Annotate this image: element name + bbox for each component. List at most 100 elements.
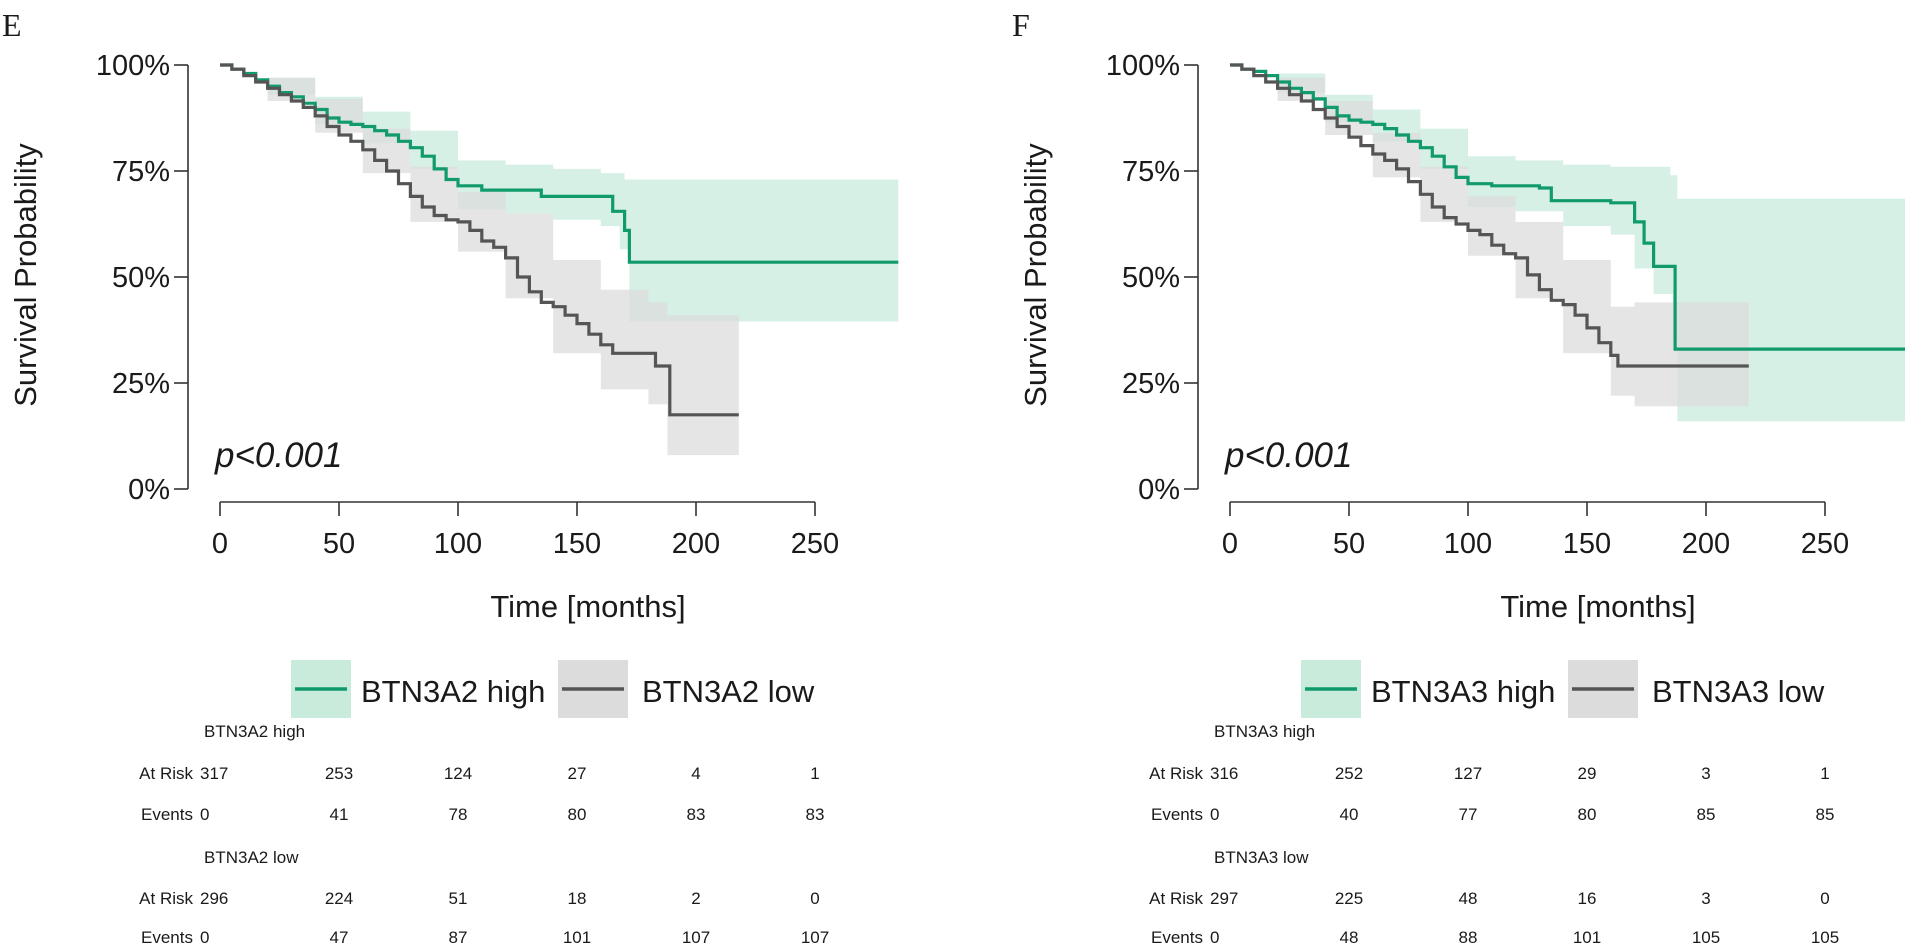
x-tick-label: 250 <box>1801 528 1849 560</box>
y-tick-label: 0% <box>128 474 170 506</box>
risk-cell: 101 <box>563 928 591 947</box>
risk-cell: 83 <box>806 805 825 824</box>
panel-letter: F <box>1012 7 1030 43</box>
risk-cell: 4 <box>691 764 700 783</box>
risk-cell: 77 <box>1459 805 1478 824</box>
risk-cell: 16 <box>1578 889 1597 908</box>
risk-group-header: BTN3A2 low <box>204 848 299 867</box>
risk-cell: 0 <box>1210 805 1219 824</box>
risk-cell: 78 <box>449 805 468 824</box>
ci-band-low <box>220 65 739 456</box>
x-tick-label: 200 <box>1682 528 1730 560</box>
x-tick-label: 100 <box>1444 528 1492 560</box>
risk-cell: 41 <box>330 805 349 824</box>
risk-cell: 2 <box>691 889 700 908</box>
risk-cell: 80 <box>568 805 587 824</box>
risk-row-label: Events <box>1151 805 1203 824</box>
risk-cell: 27 <box>568 764 587 783</box>
risk-cell: 85 <box>1697 805 1716 824</box>
x-tick-label: 0 <box>1222 528 1238 560</box>
risk-cell: 0 <box>1820 889 1829 908</box>
x-axis-title: Time [months] <box>490 589 685 624</box>
x-tick-label: 100 <box>434 528 482 560</box>
y-tick-label: 50% <box>112 262 170 294</box>
risk-row-label: Events <box>141 928 193 947</box>
risk-cell: 105 <box>1811 928 1839 947</box>
survival-curve-high <box>220 63 899 264</box>
risk-row-label: At Risk <box>139 764 193 783</box>
risk-cell: 18 <box>568 889 587 908</box>
risk-cell: 87 <box>449 928 468 947</box>
risk-cell: 297 <box>1210 889 1238 908</box>
risk-cell: 0 <box>810 889 819 908</box>
risk-cell: 1 <box>810 764 819 783</box>
survival-curve-low <box>220 63 739 417</box>
risk-cell: 225 <box>1335 889 1363 908</box>
legend-label-high: BTN3A2 high <box>361 674 545 709</box>
risk-cell: 296 <box>200 889 228 908</box>
legend-label-high: BTN3A3 high <box>1371 674 1555 709</box>
risk-cell: 88 <box>1459 928 1478 947</box>
y-tick-label: 100% <box>96 50 170 82</box>
risk-cell: 252 <box>1335 764 1363 783</box>
risk-cell: 40 <box>1340 805 1359 824</box>
risk-row-label: At Risk <box>1149 889 1203 908</box>
p-value: p<0.001 <box>1224 436 1353 475</box>
risk-cell: 101 <box>1573 928 1601 947</box>
y-tick-label: 0% <box>1138 474 1180 506</box>
risk-cell: 253 <box>325 764 353 783</box>
risk-group-header: BTN3A2 high <box>204 722 305 741</box>
risk-cell: 3 <box>1701 889 1710 908</box>
panel-letter: E <box>2 7 22 43</box>
risk-cell: 107 <box>801 928 829 947</box>
x-tick-label: 50 <box>1333 528 1365 560</box>
x-tick-label: 150 <box>1563 528 1611 560</box>
risk-cell: 85 <box>1816 805 1835 824</box>
x-axis-title: Time [months] <box>1500 589 1695 624</box>
risk-group-header: BTN3A3 high <box>1214 722 1315 741</box>
x-tick-label: 50 <box>323 528 355 560</box>
risk-cell: 48 <box>1340 928 1359 947</box>
risk-row-label: At Risk <box>139 889 193 908</box>
risk-cell: 3 <box>1701 764 1710 783</box>
y-tick-label: 25% <box>112 368 170 400</box>
y-tick-label: 100% <box>1106 50 1180 82</box>
risk-cell: 0 <box>200 805 209 824</box>
y-tick-label: 75% <box>1122 156 1180 188</box>
x-tick-label: 150 <box>553 528 601 560</box>
y-axis-title: Survival Probability <box>1018 143 1053 407</box>
x-tick-label: 250 <box>791 528 839 560</box>
risk-cell: 80 <box>1578 805 1597 824</box>
risk-cell: 29 <box>1578 764 1597 783</box>
x-tick-label: 200 <box>672 528 720 560</box>
risk-cell: 48 <box>1459 889 1478 908</box>
x-tick-label: 0 <box>212 528 228 560</box>
risk-cell: 317 <box>200 764 228 783</box>
survival-curve-low <box>1230 63 1749 368</box>
risk-cell: 0 <box>1210 928 1219 947</box>
risk-row-label: At Risk <box>1149 764 1203 783</box>
risk-row-label: Events <box>141 805 193 824</box>
legend-label-low: BTN3A3 low <box>1652 674 1825 709</box>
risk-cell: 316 <box>1210 764 1238 783</box>
risk-cell: 105 <box>1692 928 1720 947</box>
legend-label-low: BTN3A2 low <box>642 674 815 709</box>
risk-cell: 1 <box>1820 764 1829 783</box>
risk-cell: 47 <box>330 928 349 947</box>
risk-cell: 83 <box>687 805 706 824</box>
risk-cell: 127 <box>1454 764 1482 783</box>
risk-cell: 0 <box>200 928 209 947</box>
risk-cell: 107 <box>682 928 710 947</box>
risk-cell: 124 <box>444 764 472 783</box>
y-tick-label: 25% <box>1122 368 1180 400</box>
survival-curve-high <box>1230 63 1905 351</box>
y-tick-label: 50% <box>1122 262 1180 294</box>
y-axis-title: Survival Probability <box>8 143 43 407</box>
risk-group-header: BTN3A3 low <box>1214 848 1309 867</box>
p-value: p<0.001 <box>214 436 343 475</box>
y-tick-label: 75% <box>112 156 170 188</box>
risk-cell: 224 <box>325 889 353 908</box>
